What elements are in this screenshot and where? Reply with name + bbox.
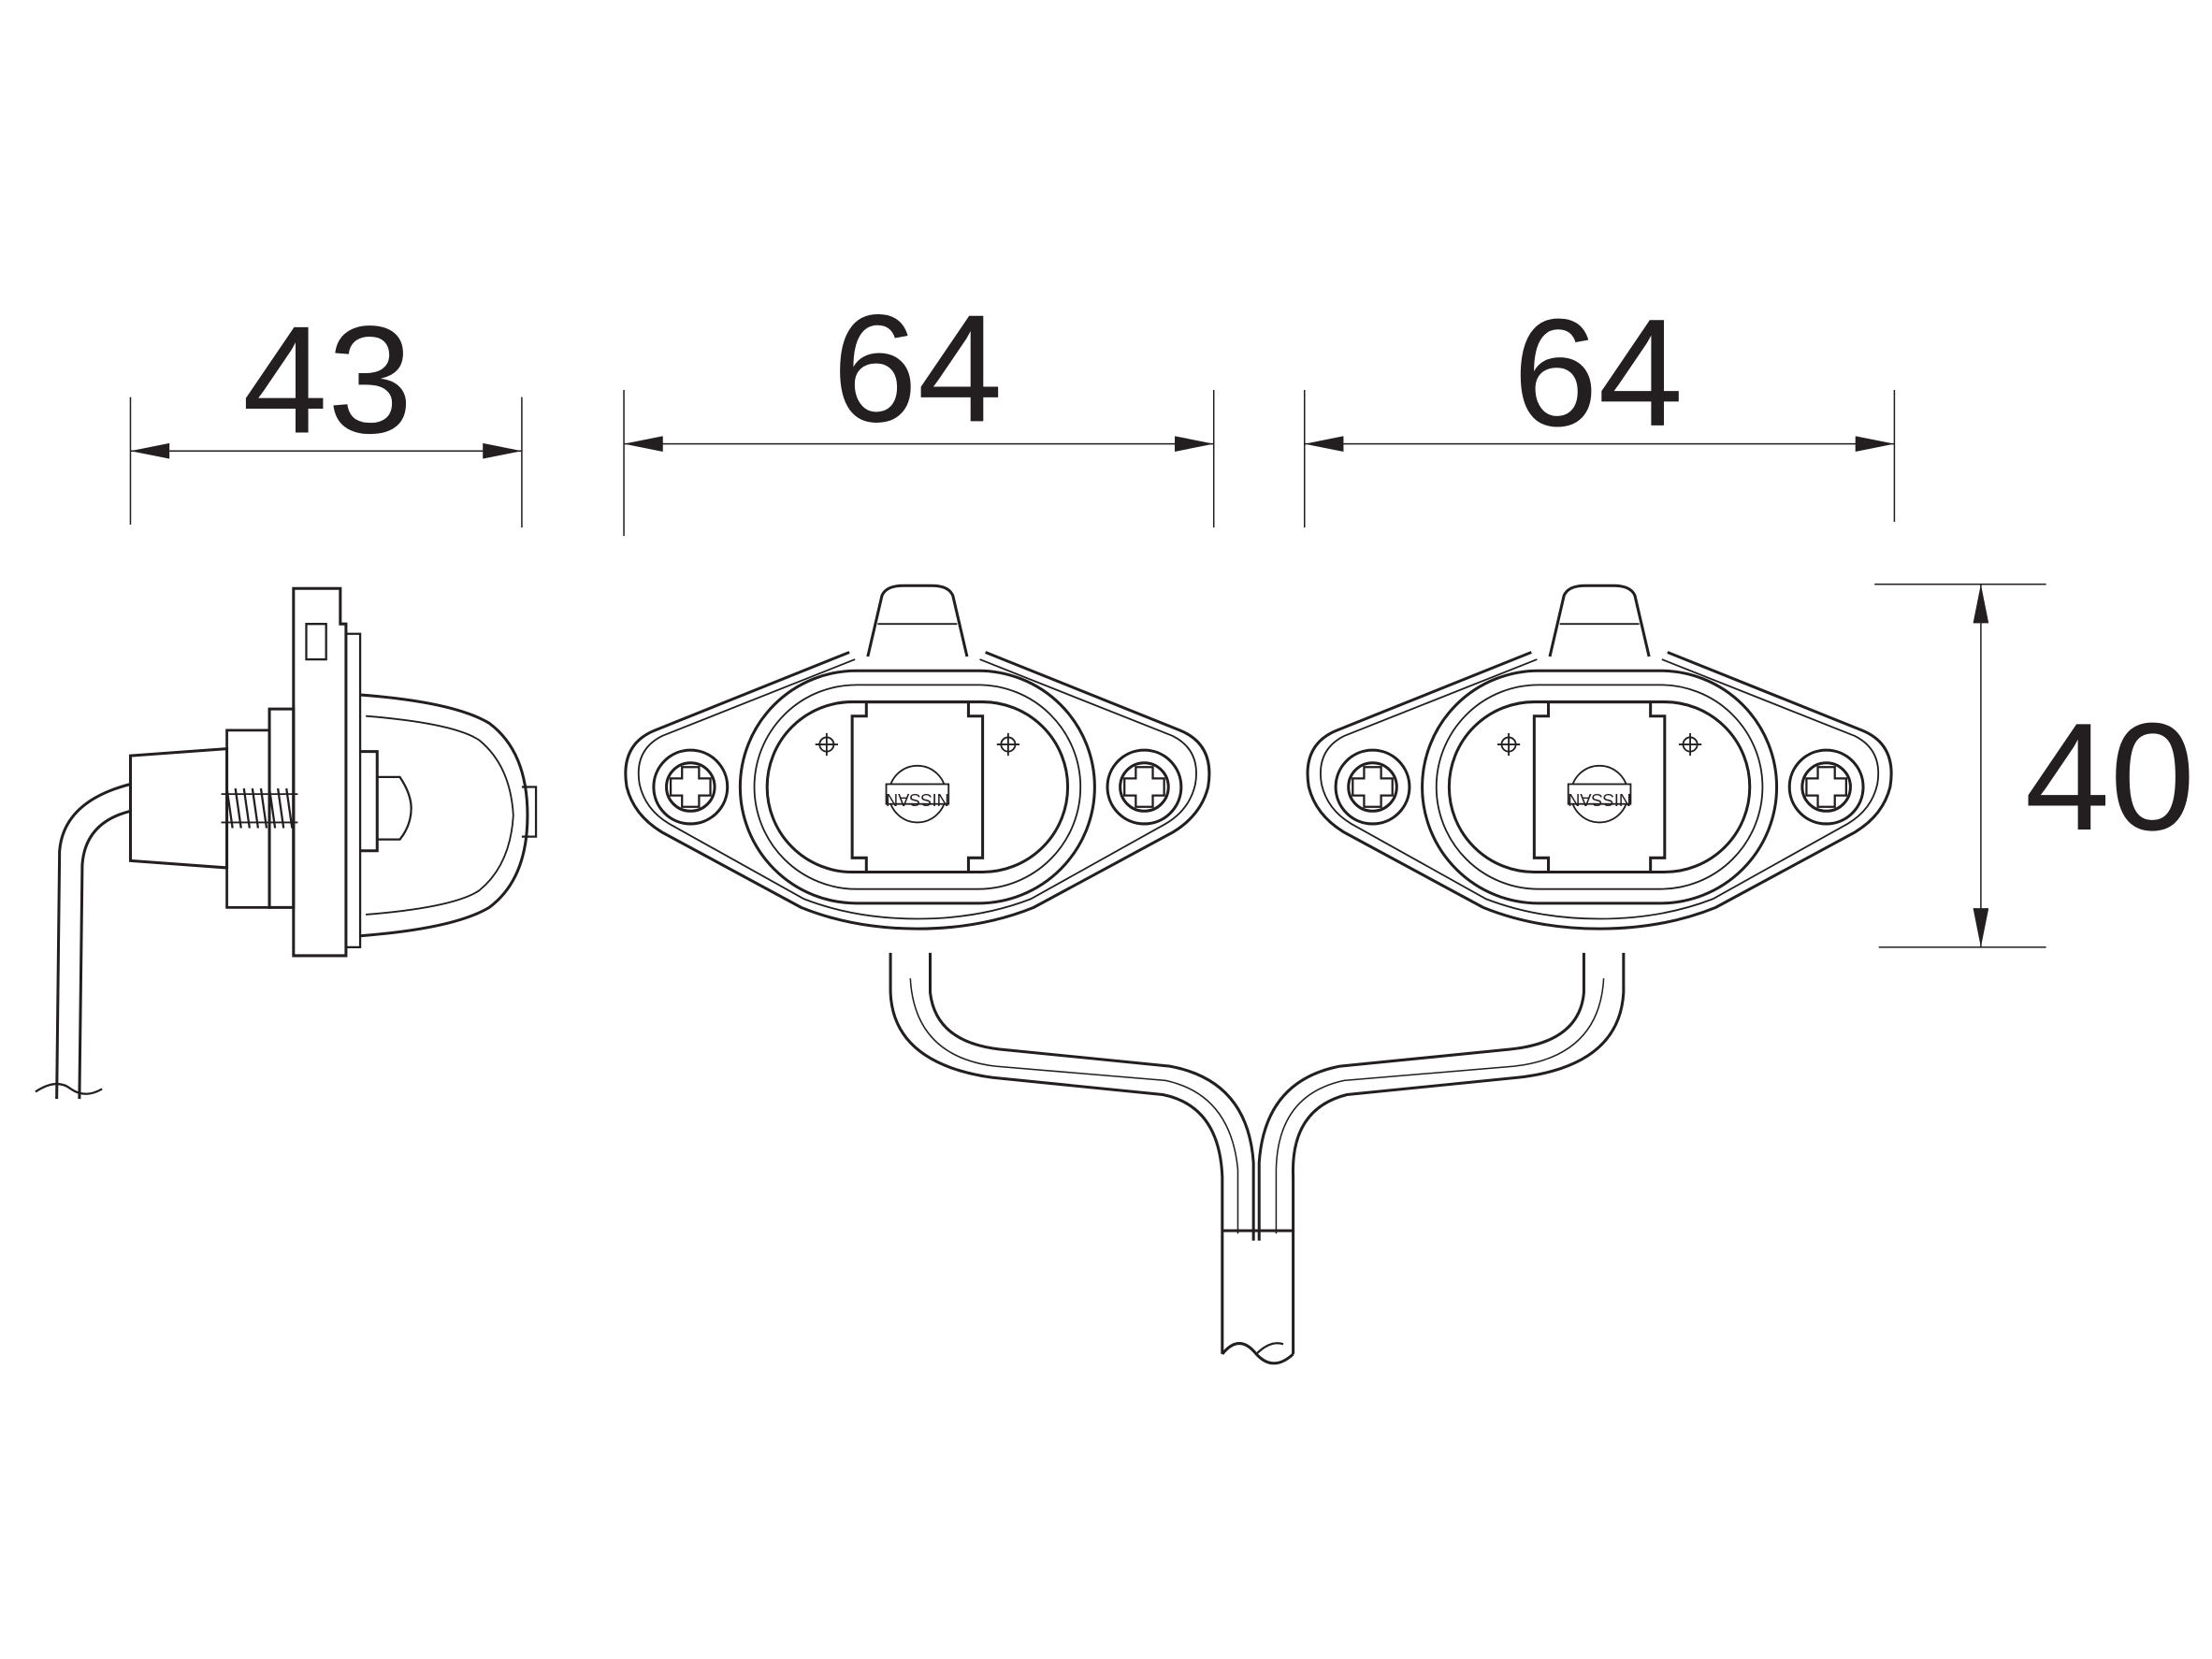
dimension-height (1874, 583, 2046, 948)
dimension-lamp-right-width (1303, 390, 1896, 528)
dimension-label-side-width: 43 (242, 295, 412, 466)
dimension-label-height: 40 (2025, 691, 2195, 862)
dimension-label-lamp-left-width: 64 (832, 282, 1003, 454)
dimension-label-lamp-right-width: 64 (1513, 287, 1684, 458)
wiring-harness (889, 952, 1626, 1365)
dimension-side-width (129, 397, 523, 528)
dimension-lamp-left-width (623, 390, 1215, 537)
nissan-logo-right: NISSAN (1568, 790, 1631, 809)
nissan-logo-left: NISSAN (886, 790, 949, 809)
lamp-front-view-left: NISSAN (624, 584, 1211, 930)
lamp-front-view-right: NISSAN (1306, 584, 1893, 930)
lamp-side-view (35, 586, 538, 1100)
